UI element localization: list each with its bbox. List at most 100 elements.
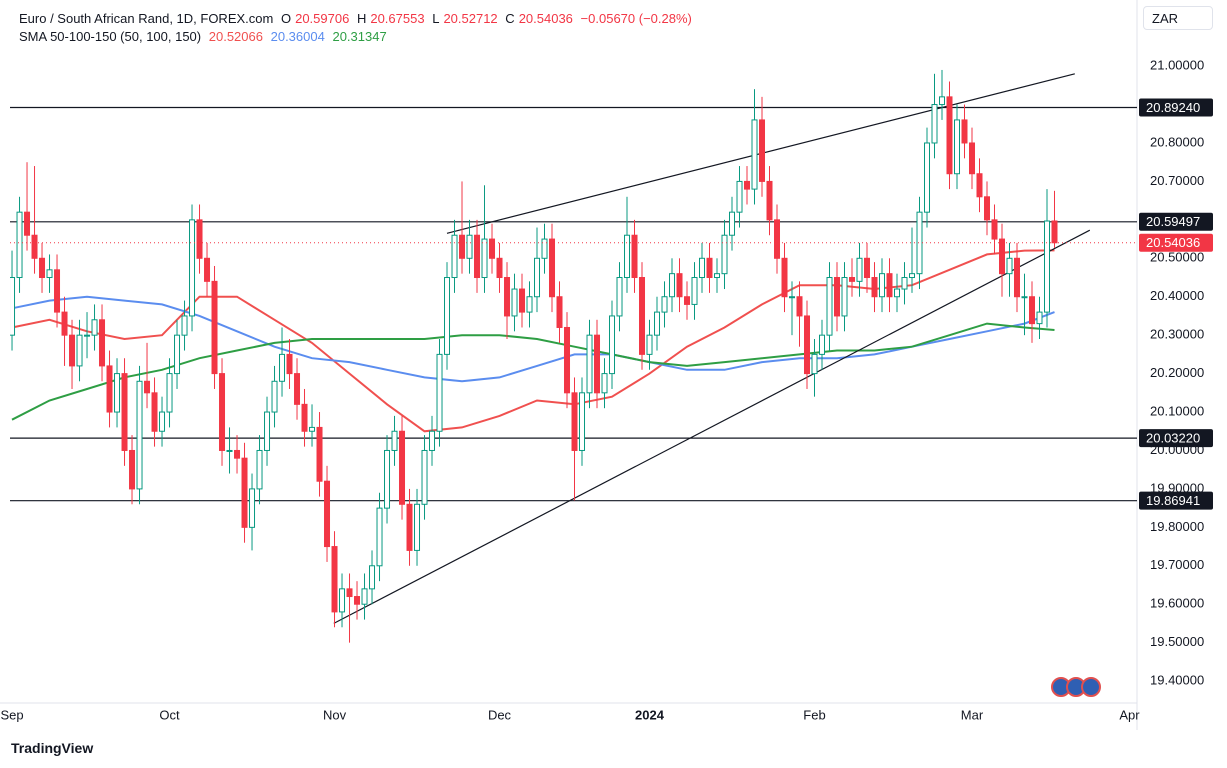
candle-body: [346, 588, 353, 598]
candle-body: [511, 288, 518, 317]
sma-value: 20.36004: [270, 29, 325, 44]
candle-body: [909, 273, 916, 279]
candle-body: [999, 238, 1006, 275]
candle-body: [646, 334, 653, 355]
candle-body: [526, 296, 533, 313]
x-tick-label: Feb: [803, 707, 825, 722]
candle-body: [196, 219, 203, 259]
candle-body: [856, 257, 863, 282]
candle-body: [954, 119, 961, 175]
candle-body: [564, 326, 571, 394]
x-tick-label: Nov: [323, 707, 347, 722]
candle-body: [241, 457, 248, 528]
candle-body: [991, 219, 998, 240]
candle-body: [504, 277, 511, 317]
candle-body: [451, 234, 458, 279]
candle-body: [99, 319, 106, 367]
candle-body: [399, 430, 406, 505]
candle-body: [211, 280, 218, 375]
ohlc-letter: L: [432, 11, 440, 26]
candle-body: [931, 104, 938, 144]
candle-body: [841, 277, 848, 317]
candle-body: [939, 96, 946, 106]
candle-body: [609, 315, 616, 375]
candle-body: [901, 277, 908, 290]
symbol-title: Euro / South African Rand, 1D, FOREX.com: [19, 11, 274, 26]
candle-body: [106, 365, 113, 413]
change: −0.05670 (−0.28%): [580, 11, 692, 26]
candle-body: [804, 315, 811, 375]
candle-body: [16, 211, 23, 279]
candle-body: [766, 180, 773, 221]
candle-body: [46, 269, 53, 279]
candle-body: [31, 234, 38, 259]
indicator-title: SMA 50-100-150 (50, 100, 150): [19, 29, 202, 44]
candle-body: [556, 296, 563, 328]
candle-body: [886, 273, 893, 298]
candle-body: [226, 449, 233, 452]
candle-body: [774, 219, 781, 259]
level-label-box: [1139, 98, 1213, 117]
y-tick-label: 19.70000: [1150, 557, 1204, 572]
candle-body: [324, 480, 331, 548]
symbol-header: Euro / South African Rand, 1D, FOREX.com…: [19, 11, 696, 26]
candle-body: [714, 273, 721, 279]
event-icons[interactable]: [1051, 677, 1101, 697]
sma-value: 20.31347: [332, 29, 387, 44]
y-tick-label: 20.10000: [1150, 403, 1204, 418]
candle-body: [826, 277, 833, 336]
level-label-box: [1139, 429, 1213, 448]
candle-body: [294, 373, 301, 405]
ohlc-letter: C: [505, 11, 515, 26]
candle-body: [309, 426, 316, 432]
candle-body: [54, 269, 61, 313]
currency-button[interactable]: ZAR: [1143, 6, 1213, 30]
y-tick-label: 19.50000: [1150, 634, 1204, 649]
candle-body: [429, 430, 436, 451]
candle-body: [181, 315, 188, 336]
level-label-box: [1139, 491, 1213, 510]
ohlc-value: 20.59706: [295, 11, 350, 26]
candle-body: [234, 449, 241, 459]
event-icon[interactable]: [1081, 677, 1101, 697]
candle-body: [616, 277, 623, 317]
y-tick-label: 20.50000: [1150, 250, 1204, 265]
candle-body: [204, 257, 211, 282]
brand-logo[interactable]: TradingView: [11, 740, 94, 756]
candle-body: [1029, 296, 1036, 325]
candle-body: [849, 277, 856, 282]
candle-body: [811, 353, 818, 375]
candle-body: [601, 373, 608, 394]
x-tick-label: Apr: [1119, 707, 1140, 722]
y-tick-label: 19.40000: [1150, 673, 1204, 688]
level-label: 20.03220: [1146, 431, 1200, 446]
y-tick-label: 19.80000: [1150, 519, 1204, 534]
candle-body: [121, 373, 128, 451]
candle-body: [76, 334, 83, 367]
ohlc-letter: O: [280, 11, 292, 26]
candle-body: [879, 273, 886, 298]
candle-body: [751, 119, 758, 190]
candle-body: [624, 234, 631, 279]
candle-body: [24, 211, 31, 236]
candle-body: [969, 142, 976, 175]
candle-body: [871, 277, 878, 298]
ohlc-letter: H: [356, 11, 367, 26]
candle-body: [61, 311, 68, 336]
candle-body: [369, 565, 376, 590]
candle-body: [1021, 296, 1028, 299]
candle-body: [489, 238, 496, 259]
candle-body: [541, 238, 548, 259]
candle-body: [1006, 257, 1013, 275]
candle-body: [1044, 220, 1051, 313]
trendline: [333, 229, 1091, 624]
level-label: 20.89240: [1146, 100, 1200, 115]
candle-body: [834, 277, 841, 317]
plot-area: [10, 69, 1137, 643]
candle-body: [129, 449, 136, 490]
level-label: 20.59497: [1146, 214, 1200, 229]
candle-body: [339, 588, 346, 613]
last-price-label: 20.54036: [1146, 235, 1200, 250]
